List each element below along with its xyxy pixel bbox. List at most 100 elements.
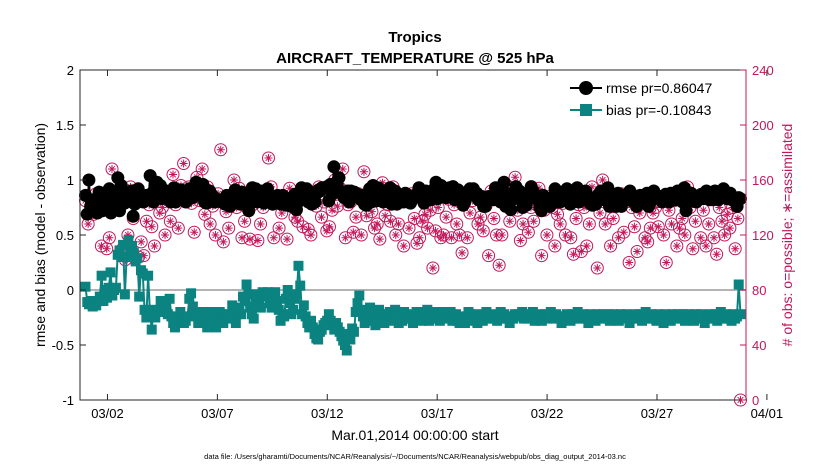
- obs-assimilated-marker: [200, 210, 209, 219]
- bias-point: [236, 309, 247, 320]
- obs-assimilated-marker: [275, 224, 284, 233]
- obs-assimilated-marker: [672, 242, 681, 250]
- obs-possible-marker: [718, 228, 732, 242]
- obs-assimilated-marker: [598, 176, 607, 184]
- bias-point: [300, 311, 311, 322]
- obs-possible-marker: [158, 228, 172, 242]
- bias-point: [128, 247, 139, 258]
- rmse-point: [734, 192, 748, 206]
- legend-bias-marker: [580, 104, 592, 116]
- obs-assimilated-marker: [733, 214, 742, 223]
- obs-possible-marker: [582, 217, 596, 231]
- bias-point: [293, 260, 304, 271]
- obs-assimilated-marker: [161, 231, 170, 239]
- obs-possible-marker: [429, 224, 443, 238]
- y-tick-label: 1.5: [56, 118, 74, 133]
- obs-assimilated-marker: [240, 217, 249, 226]
- obs-assimilated-marker: [593, 264, 602, 272]
- obs-possible-marker: [715, 214, 729, 228]
- obs-possible-marker: [590, 261, 604, 275]
- bias-point: [390, 304, 401, 315]
- bias-point: [143, 270, 154, 281]
- obs-possible-marker: [368, 221, 382, 235]
- rmse-point: [327, 160, 341, 174]
- bias-point: [134, 291, 145, 302]
- obs-assimilated-marker: [476, 213, 485, 222]
- obs-possible-marker: [166, 168, 180, 181]
- obs-assimilated-marker: [505, 217, 514, 226]
- bias-point: [370, 320, 381, 331]
- obs-possible-marker: [102, 231, 116, 245]
- bias-point: [284, 298, 295, 309]
- obs-assimilated-marker: [473, 220, 482, 228]
- obs-possible-marker: [527, 214, 541, 228]
- obs-possible-marker: [455, 246, 469, 260]
- obs-possible-marker: [673, 221, 687, 235]
- obs-possible-marker: [357, 165, 371, 179]
- y2-tick-label: 0: [752, 393, 759, 408]
- obs-possible-marker: [195, 162, 209, 176]
- bias-point: [271, 296, 282, 306]
- obs-possible-marker: [426, 261, 440, 275]
- obs-possible-marker: [370, 217, 384, 231]
- obs-assimilated-marker: [675, 224, 684, 233]
- obs-possible-marker: [280, 232, 294, 246]
- obs-assimilated-marker: [293, 217, 302, 226]
- legend-bias-label: bias pr=-0.10843: [606, 102, 712, 118]
- bias-point: [298, 300, 309, 311]
- obs-assimilated-marker: [179, 159, 188, 168]
- obs-assimilated-marker: [553, 210, 562, 219]
- obs-possible-marker: [535, 249, 549, 263]
- obs-assimilated-marker: [569, 250, 578, 259]
- obs-possible-marker: [187, 225, 201, 239]
- bias-point: [343, 329, 354, 339]
- y-axis-label: rmse and bias (model - observation): [32, 123, 48, 347]
- obs-assimilated-marker: [572, 214, 581, 223]
- rmse-point: [504, 203, 518, 217]
- obs-assimilated-marker: [245, 235, 254, 244]
- obs-assimilated-marker: [641, 233, 650, 242]
- bias-point: [227, 300, 238, 311]
- obs-assimilated-marker: [717, 217, 726, 226]
- bias-point: [422, 304, 433, 315]
- obs-assimilated-marker: [142, 217, 151, 226]
- obs-possible-marker: [487, 212, 501, 225]
- bias-point: [119, 289, 130, 300]
- obs-possible-marker: [580, 239, 594, 253]
- rmse-point: [332, 171, 346, 185]
- y-tick-label: 2: [67, 63, 74, 78]
- obs-assimilated-marker: [662, 258, 671, 267]
- bias-point: [127, 241, 138, 251]
- obs-assimilated-marker: [646, 224, 655, 233]
- obs-assimilated-marker: [725, 224, 734, 233]
- obs-assimilated-marker: [524, 228, 533, 237]
- bias-point: [266, 302, 277, 313]
- obs-possible-marker: [322, 220, 336, 234]
- obs-assimilated-marker: [137, 237, 146, 246]
- obs-assimilated-marker: [709, 233, 718, 242]
- obs-assimilated-marker: [147, 222, 156, 231]
- bias-point: [243, 289, 254, 300]
- obs-assimilated-marker: [410, 214, 419, 223]
- obs-possible-marker: [171, 221, 185, 235]
- obs-assimilated-marker: [691, 217, 700, 226]
- obs-possible-marker: [566, 247, 580, 261]
- obs-assimilated-marker: [264, 154, 273, 162]
- bias-point: [255, 302, 266, 313]
- obs-assimilated-marker: [688, 244, 697, 253]
- obs-possible-marker: [665, 217, 679, 231]
- obs-assimilated-marker: [463, 233, 472, 242]
- chart-title: Tropics: [388, 29, 441, 46]
- bias-point: [121, 252, 132, 262]
- obs-assimilated-marker: [680, 231, 689, 239]
- y-tick-label: -0.5: [52, 338, 74, 353]
- bias-point: [110, 282, 121, 293]
- obs-possible-marker: [460, 231, 474, 245]
- bias-point: [291, 289, 302, 300]
- obs-assimilated-marker: [566, 233, 575, 242]
- obs-assimilated-marker: [381, 211, 390, 220]
- obs-assimilated-marker: [198, 165, 207, 173]
- bias-point: [139, 304, 150, 315]
- obs-possible-marker: [707, 231, 721, 245]
